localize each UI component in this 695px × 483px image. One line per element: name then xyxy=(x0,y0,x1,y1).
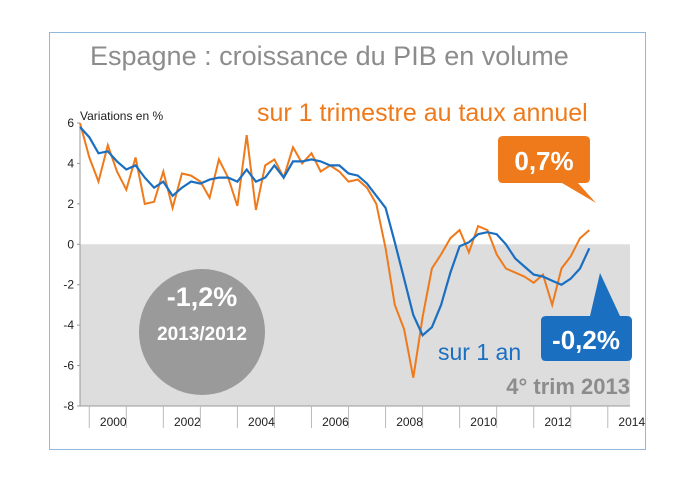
y-ticks: 6 4 2 0 -2 -4 -6 -8 xyxy=(63,116,80,413)
quarterly-value-badge xyxy=(498,136,596,203)
annual-growth-value: -1,2% xyxy=(167,282,238,312)
x-tick-label: 2002 xyxy=(174,415,201,429)
x-tick-label: 2000 xyxy=(100,415,127,429)
annual-value-badge xyxy=(541,273,632,361)
y-tick-label: -6 xyxy=(63,359,74,373)
chart-frame: 6 4 2 0 -2 -4 -6 -8 2000 2002 2004 2006 2008 2010 201… xyxy=(49,32,646,450)
annual-summary-circle xyxy=(139,269,265,395)
x-tick-label: 2008 xyxy=(396,415,423,429)
annual-value: -0,2% xyxy=(552,325,620,355)
y-axis-label: Variations en % xyxy=(80,109,163,123)
y-tick-label: 4 xyxy=(67,156,74,170)
chart-title: Espagne : croissance du PIB en volume xyxy=(90,41,569,71)
x-tick-label: 2004 xyxy=(248,415,275,429)
legend-quarterly: sur 1 trimestre au taux annuel xyxy=(257,99,588,127)
x-tick-label: 2014 xyxy=(618,415,645,429)
y-tick-label: -4 xyxy=(63,318,74,332)
line-chart: 6 4 2 0 -2 -4 -6 -8 2000 2002 2004 2006 2008 2010 201… xyxy=(63,41,645,429)
y-tick-label: -2 xyxy=(63,278,74,292)
x-ticks: 2000 2002 2004 2006 2008 2010 2012 2014 xyxy=(88,406,645,429)
x-tick-label: 2012 xyxy=(544,415,571,429)
series-line-annual xyxy=(79,126,591,338)
y-tick-label: 0 xyxy=(67,237,74,251)
period-label: 4° trim 2013 xyxy=(506,374,630,399)
x-tick-label: 2010 xyxy=(470,415,497,429)
series-line-quarterly xyxy=(79,122,590,378)
y-tick-label: 2 xyxy=(67,197,74,211)
y-tick-label: 6 xyxy=(67,116,74,130)
x-tick-label: 2006 xyxy=(322,415,349,429)
legend-annual: sur 1 an xyxy=(438,339,521,365)
quarterly-value: 0,7% xyxy=(514,146,573,176)
annual-growth-period: 2013/2012 xyxy=(157,324,247,345)
y-tick-label: -8 xyxy=(63,399,74,413)
